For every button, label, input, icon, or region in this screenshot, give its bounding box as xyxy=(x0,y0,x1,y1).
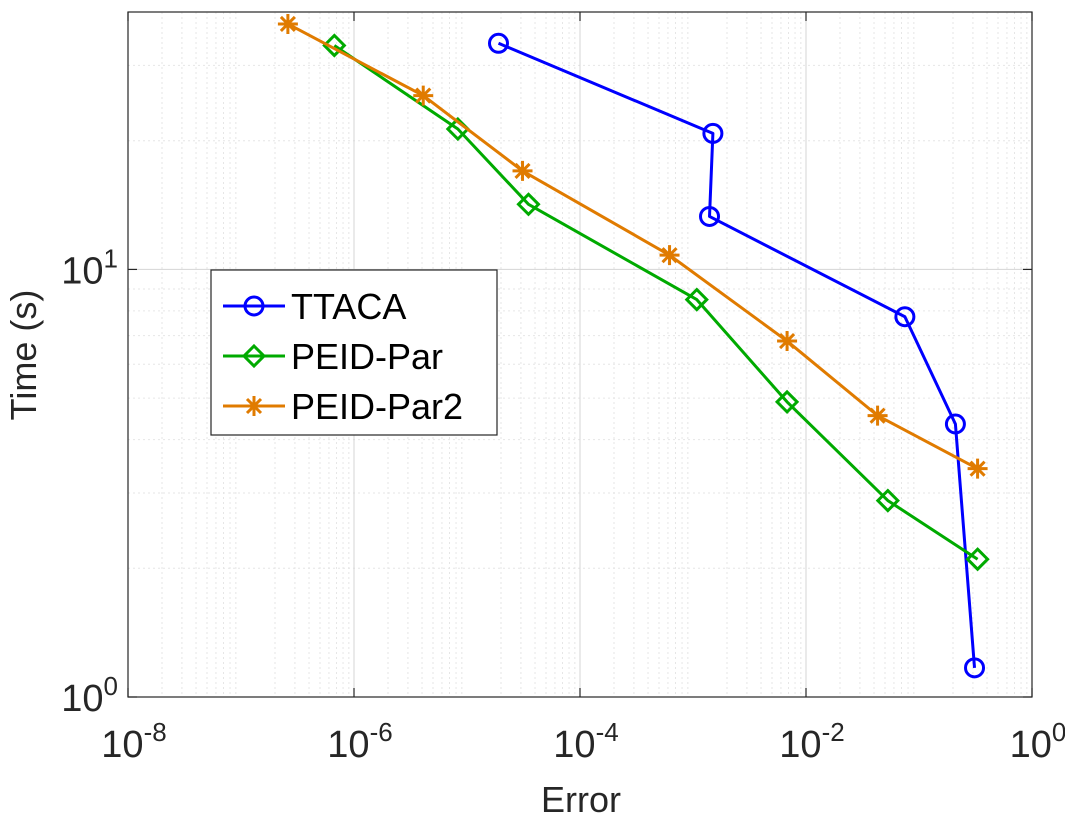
legend-marker-peid-par2 xyxy=(244,396,264,416)
x-tick-label: 10-4 xyxy=(553,717,618,766)
data-point-peid-par2 xyxy=(967,458,988,479)
y-axis-label: Time (s) xyxy=(3,290,44,421)
data-point-peid-par xyxy=(516,192,541,217)
grid xyxy=(127,12,1033,698)
data-point-peid-par2-shape xyxy=(413,85,434,106)
data-point-ttaca xyxy=(702,122,724,144)
series-line-peid-par xyxy=(333,44,979,561)
x-tick-label: 10-8 xyxy=(101,717,166,766)
data-point-peid-par2 xyxy=(512,160,533,181)
data-point-peid-par2 xyxy=(867,405,888,426)
x-tick-label: 100 xyxy=(1010,717,1065,766)
data-point-peid-par xyxy=(322,33,347,58)
data-point-peid-par2-shape xyxy=(277,13,298,34)
ticks: 10-8 10-6 10-4 10-2 100 100 101 xyxy=(61,12,1065,766)
data-point-peid-par-shape xyxy=(774,389,800,415)
y-tick-label: 100 xyxy=(61,671,118,720)
data-point-peid-par2 xyxy=(659,245,680,266)
data-point-peid-par2-shape xyxy=(659,245,680,266)
data-point-peid-par xyxy=(684,287,709,312)
data-point-ttaca-shape xyxy=(964,657,986,679)
data-point-peid-par2 xyxy=(777,331,798,352)
data-point-peid-par-shape xyxy=(875,488,900,513)
legend-marker-ttaca-shape xyxy=(243,295,265,317)
data-point-ttaca xyxy=(894,306,916,328)
axis-labels: Error Time (s) xyxy=(3,290,621,816)
data-point-ttaca-shape xyxy=(944,413,966,435)
data-point-ttaca xyxy=(944,413,966,435)
data-point-peid-par-shape xyxy=(965,547,990,572)
legend-label-peid-par: PEID-Par xyxy=(291,336,443,377)
data-point-peid-par2-shape xyxy=(777,331,798,352)
data-point-ttaca-shape xyxy=(487,32,509,54)
data-point-ttaca xyxy=(964,657,986,679)
data-point-peid-par-shape xyxy=(516,192,541,217)
x-tick-label: 10-2 xyxy=(779,717,844,766)
data-point-peid-par-shape xyxy=(322,33,347,58)
legend-label-ttaca: TTACA xyxy=(291,286,406,327)
data-point-peid-par xyxy=(875,488,900,513)
x-axis-label: Error xyxy=(541,779,621,816)
data-point-peid-par xyxy=(965,547,990,572)
series-layer xyxy=(277,13,990,679)
x-tick-label: 10-6 xyxy=(327,717,392,766)
data-point-peid-par2-shape xyxy=(512,160,533,181)
data-point-ttaca-shape xyxy=(702,122,724,144)
data-point-peid-par2-shape xyxy=(867,405,888,426)
data-point-ttaca-shape xyxy=(894,306,916,328)
legend-marker-peid-par2-shape xyxy=(244,396,264,416)
data-point-ttaca xyxy=(487,32,509,54)
legend-marker-ttaca xyxy=(243,295,265,317)
legend-label-peid-par2: PEID-Par2 xyxy=(291,386,463,427)
data-point-ttaca-shape xyxy=(699,205,721,227)
legend-marker-peid-par xyxy=(241,343,267,369)
legend-marker-peid-par-shape xyxy=(241,343,267,369)
data-point-peid-par2-shape xyxy=(967,458,988,479)
y-tick-label: 101 xyxy=(61,243,118,292)
series-line-ttaca xyxy=(497,41,977,668)
data-point-ttaca xyxy=(699,205,721,227)
data-point-peid-par2 xyxy=(413,85,434,106)
data-point-peid-par-shape xyxy=(684,287,709,312)
data-point-peid-par2 xyxy=(277,13,298,34)
legend: TTACA PEID-Par PEID-Par2 xyxy=(210,269,498,436)
data-point-peid-par xyxy=(774,389,800,415)
